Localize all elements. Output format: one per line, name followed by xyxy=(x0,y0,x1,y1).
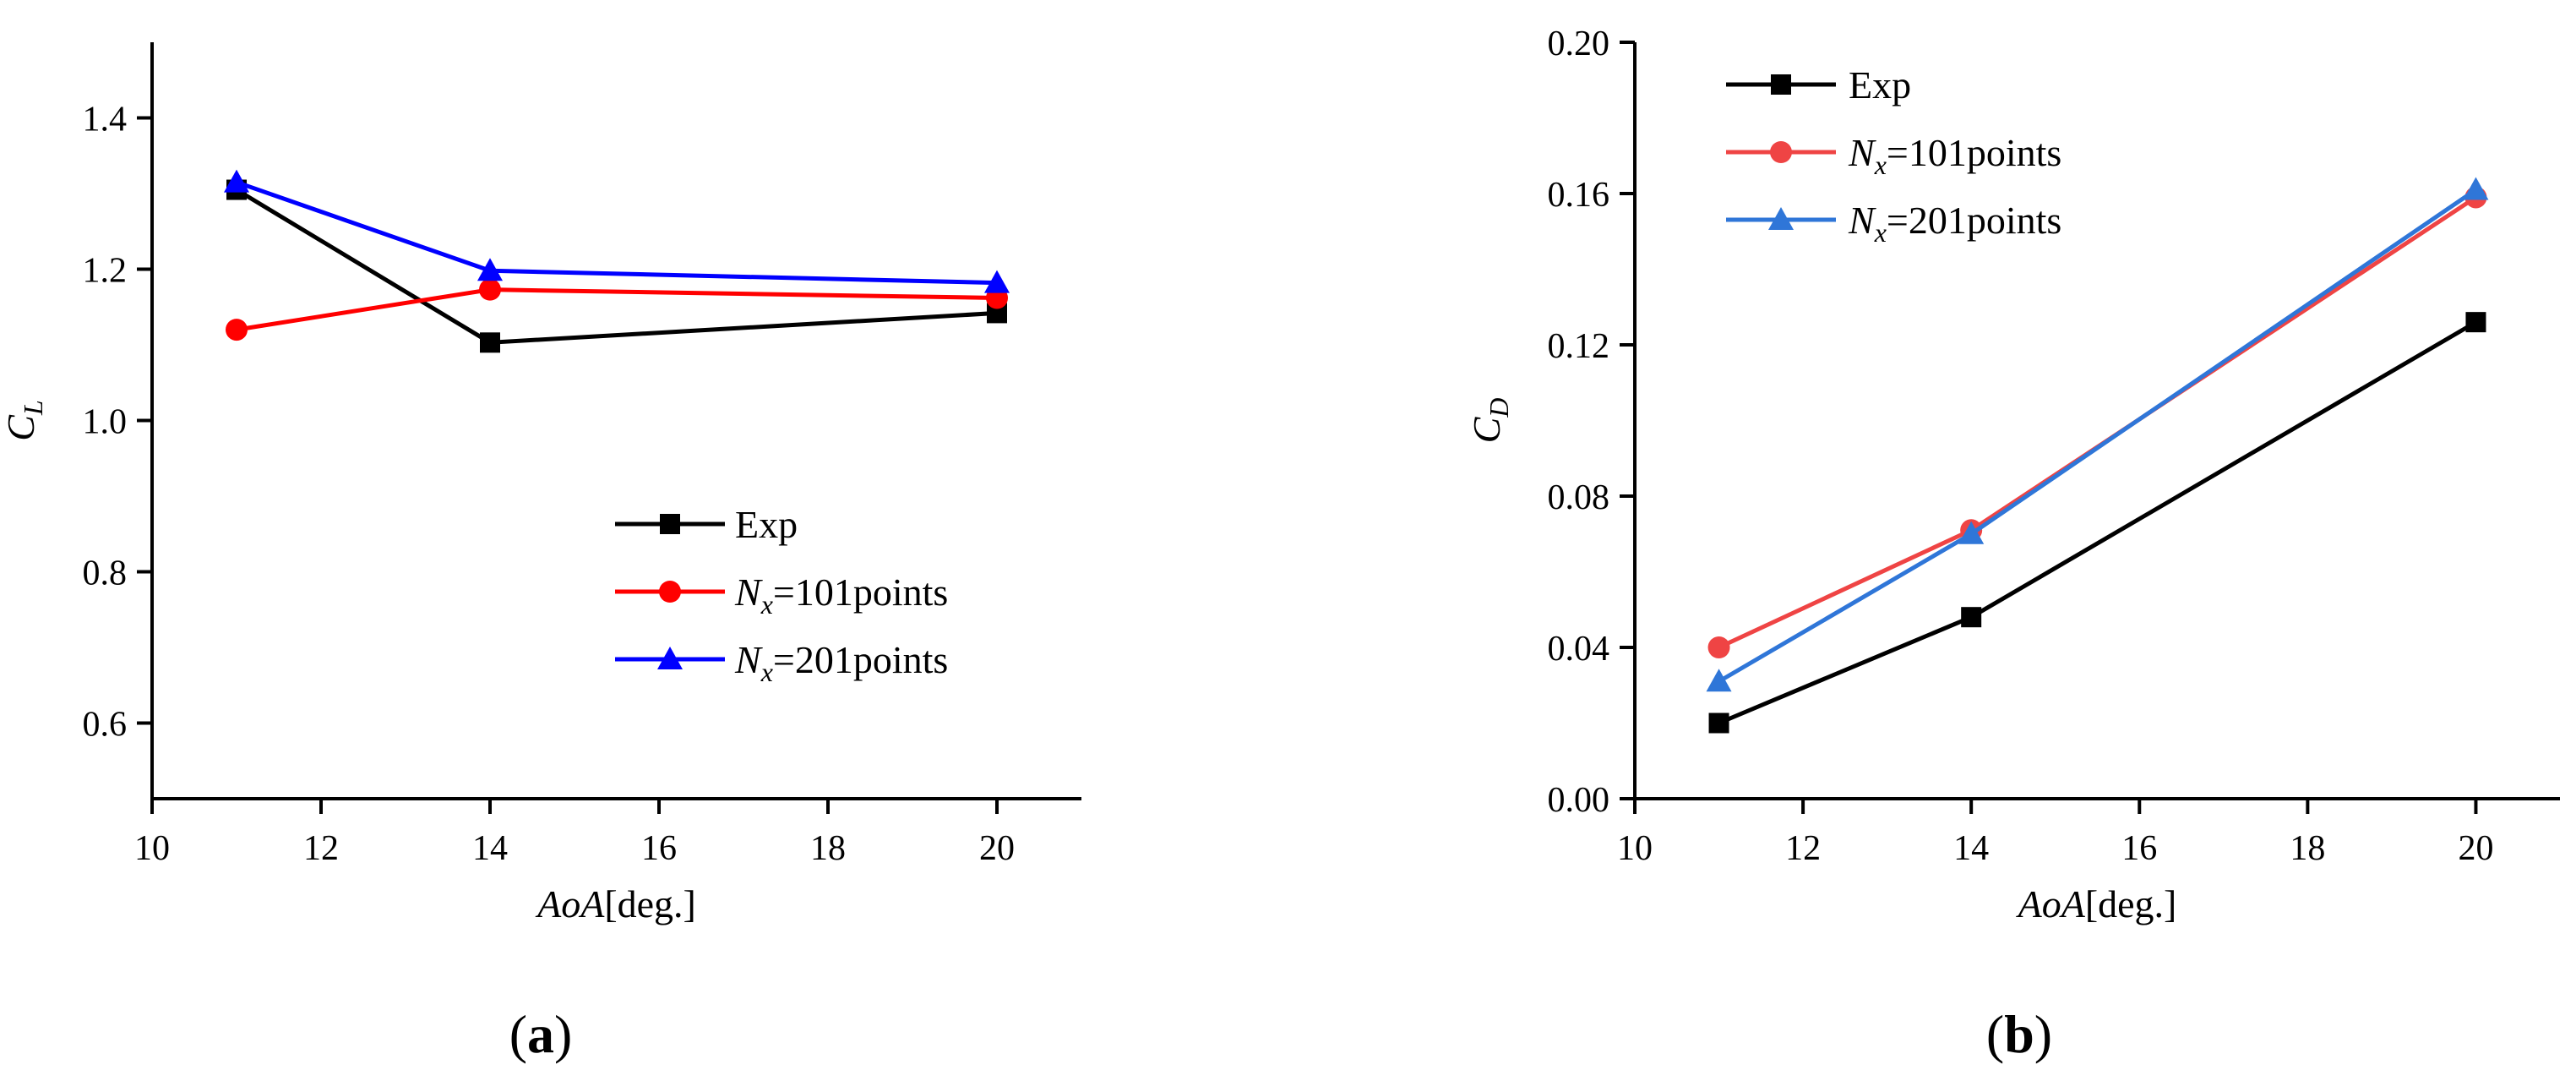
x-axis-title: AoA[deg.] xyxy=(535,882,696,925)
data-point xyxy=(480,332,500,353)
data-point xyxy=(2465,312,2486,333)
x-tick-label: 14 xyxy=(472,829,508,868)
y-tick-label: 0.04 xyxy=(1548,630,1610,669)
chart-panel-a: 10 12 14 16 18 20 0.6 0.8 1.0 1.2 1.4 AoA[deg.] CL Ex… xyxy=(0,42,1081,1064)
legend-marker xyxy=(1768,207,1794,230)
series-line xyxy=(236,180,998,286)
data-point xyxy=(226,319,248,341)
chart-panel-b: 10 12 14 16 18 20 0.00 0.04 0.08 0.12 0.16 0.20 AoA[… xyxy=(1465,25,2560,1064)
legend-marker xyxy=(1770,141,1792,163)
y-tick-label: 0.00 xyxy=(1548,781,1610,820)
data-point xyxy=(1961,607,1982,628)
series-line xyxy=(1718,188,2477,684)
legend: Exp Nx=101points Nx=201points xyxy=(1726,63,2061,248)
x-tick-label: 12 xyxy=(1785,829,1821,868)
x-tick-label: 20 xyxy=(2458,829,2493,868)
series-1 xyxy=(226,278,1008,341)
data-point xyxy=(1958,521,1985,544)
x-tick-label: 12 xyxy=(303,829,339,868)
y-tick-label: 0.6 xyxy=(83,706,128,745)
y-axis-title: CL xyxy=(0,400,48,440)
data-point xyxy=(1706,669,1732,692)
data-point xyxy=(224,169,249,193)
y-tick-label: 0.8 xyxy=(83,554,128,593)
series-0 xyxy=(1708,312,2486,734)
y-axis-title: CD xyxy=(1465,398,1514,444)
series-2 xyxy=(1706,177,2489,692)
legend-marker xyxy=(659,581,681,603)
x-tick-label: 20 xyxy=(979,829,1015,868)
series-2 xyxy=(224,169,1010,293)
data-point xyxy=(1708,712,1729,734)
legend-label: Nx=101points xyxy=(1848,131,2061,180)
panel-label: (a) xyxy=(509,1004,573,1064)
legend: Exp Nx=101points Nx=201points xyxy=(615,503,948,687)
legend-label: Exp xyxy=(735,503,798,546)
x-tick-label: 16 xyxy=(641,829,677,868)
data-point xyxy=(479,278,501,301)
y-tick-label: 0.12 xyxy=(1548,327,1610,366)
x-tick-label: 18 xyxy=(2290,829,2325,868)
data-point xyxy=(1707,636,1730,658)
x-tick-label: 18 xyxy=(810,829,846,868)
y-tick-label: 0.08 xyxy=(1548,478,1610,517)
legend-marker xyxy=(660,514,680,534)
series-0 xyxy=(226,179,1007,353)
legend-label: Nx=201points xyxy=(734,638,948,687)
legend-label: Nx=201points xyxy=(1848,199,2061,248)
y-tick-label: 0.20 xyxy=(1548,25,1610,63)
series-line xyxy=(235,188,998,345)
data-point xyxy=(477,258,503,281)
series-1 xyxy=(1707,186,2487,658)
data-point xyxy=(2463,177,2489,200)
x-axis-title: AoA[deg.] xyxy=(2016,882,2177,925)
x-tick-label: 14 xyxy=(1953,829,1989,868)
y-tick-label: 1.2 xyxy=(83,252,128,291)
y-tick-label: 1.4 xyxy=(83,101,128,139)
legend-label: Nx=101points xyxy=(734,571,948,620)
x-tick-label: 10 xyxy=(1617,829,1653,868)
legend-label: Exp xyxy=(1849,63,1911,106)
y-tick-label: 0.16 xyxy=(1548,176,1610,215)
legend-marker xyxy=(1771,74,1791,95)
data-point xyxy=(984,270,1010,293)
y-tick-label: 1.0 xyxy=(83,403,128,442)
legend-marker xyxy=(657,647,683,669)
series-line xyxy=(1718,319,2477,725)
x-tick-label: 16 xyxy=(2121,829,2157,868)
series-line xyxy=(236,287,998,332)
panel-label: (b) xyxy=(1986,1004,2052,1064)
x-tick-label: 10 xyxy=(134,829,170,868)
